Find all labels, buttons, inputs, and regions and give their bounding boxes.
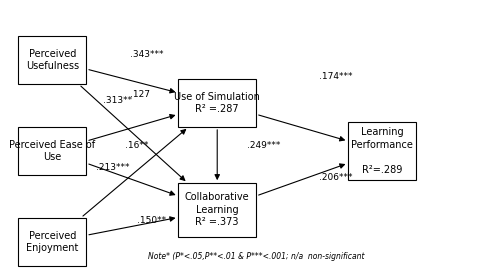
Text: .206***: .206*** xyxy=(320,173,353,182)
Text: .127: .127 xyxy=(130,90,150,99)
Text: .313**: .313** xyxy=(103,96,132,105)
Text: .16**: .16** xyxy=(126,141,149,150)
FancyBboxPatch shape xyxy=(178,183,256,237)
Text: Use of Simulation
R² =.287: Use of Simulation R² =.287 xyxy=(174,92,260,114)
Text: .213***: .213*** xyxy=(96,163,130,171)
Text: .249***: .249*** xyxy=(246,141,280,150)
FancyBboxPatch shape xyxy=(18,218,86,266)
Text: Learning
Performance

R²=.289: Learning Performance R²=.289 xyxy=(351,127,413,175)
Text: .343***: .343*** xyxy=(130,50,164,59)
Text: .174***: .174*** xyxy=(320,72,353,81)
Text: Perceived
Enjoyment: Perceived Enjoyment xyxy=(26,231,78,253)
Text: Perceived
Usefulness: Perceived Usefulness xyxy=(26,49,79,71)
FancyBboxPatch shape xyxy=(18,127,86,175)
Text: .150**: .150** xyxy=(137,216,166,225)
Text: Perceived Ease of
Use: Perceived Ease of Use xyxy=(9,140,96,162)
Text: Note* (P*<.05,P**<.01 & P***<.001; n/a  non-significant: Note* (P*<.05,P**<.01 & P***<.001; n/a n… xyxy=(148,252,364,261)
FancyBboxPatch shape xyxy=(178,79,256,127)
FancyBboxPatch shape xyxy=(348,122,416,180)
FancyBboxPatch shape xyxy=(18,36,86,84)
Text: Collaborative
Learning
R² =.373: Collaborative Learning R² =.373 xyxy=(185,193,250,227)
